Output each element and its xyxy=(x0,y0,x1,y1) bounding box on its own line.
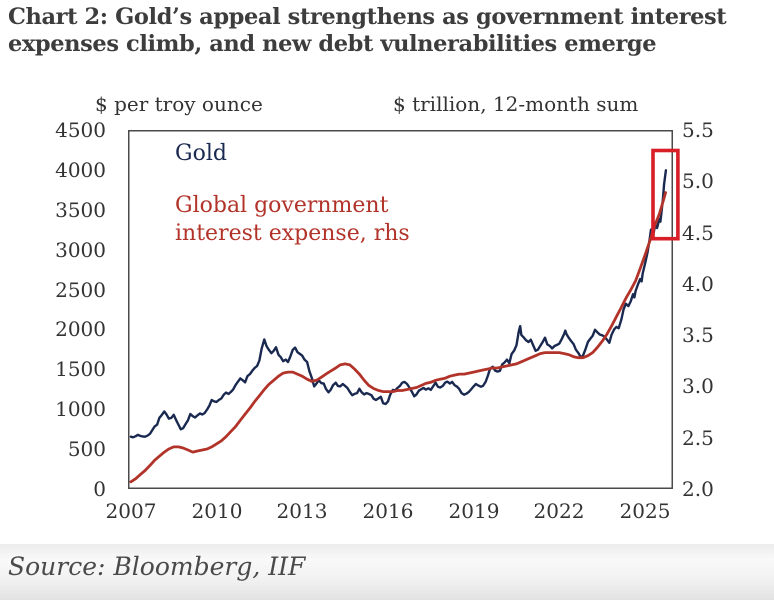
legend-expense-line2: interest expense, rhs xyxy=(175,221,410,246)
line-chart-plot xyxy=(128,130,680,489)
left-axis-title: $ per troy ounce xyxy=(95,92,263,116)
left-axis-tick: 1000 xyxy=(55,397,106,421)
source-text: Source: Bloomberg, IIF xyxy=(8,552,306,581)
legend-expense-line1: Global government xyxy=(175,193,389,218)
right-axis-tick: 2.5 xyxy=(682,426,714,450)
chart-title-line2: expenses climb, and new debt vulnerabili… xyxy=(8,31,657,57)
chart-title-line1: Chart 2: Gold’s appeal strengthens as go… xyxy=(8,4,727,30)
left-axis-tick: 3000 xyxy=(55,238,106,262)
left-axis-tick: 0 xyxy=(93,477,106,501)
left-axis-tick: 2000 xyxy=(55,317,106,341)
left-axis-tick: 1500 xyxy=(55,357,106,381)
right-axis-title: $ trillion, 12-month sum xyxy=(393,92,639,116)
highlight-box xyxy=(651,148,680,241)
x-axis-tick: 2016 xyxy=(362,499,414,523)
left-axis-tick: 4500 xyxy=(55,118,106,142)
gold-price-line xyxy=(129,169,668,439)
x-axis-tick: 2019 xyxy=(448,499,500,523)
right-axis-tick: 4.0 xyxy=(682,272,714,296)
right-axis-tick: 2.0 xyxy=(682,477,714,501)
x-axis-tick: 2025 xyxy=(619,499,671,523)
chart-title: Chart 2: Gold’s appeal strengthens as go… xyxy=(8,4,727,58)
right-axis-tick: 5.0 xyxy=(682,169,714,193)
x-axis-tick: 2010 xyxy=(191,499,243,523)
plot-border xyxy=(128,130,673,489)
x-axis-tick: 2007 xyxy=(105,499,157,523)
left-axis-tick: 3500 xyxy=(55,198,106,222)
x-axis-tick: 2022 xyxy=(533,499,585,523)
right-axis-tick: 4.5 xyxy=(682,221,714,245)
x-axis-tick: 2013 xyxy=(276,499,328,523)
legend-gold-label: Gold xyxy=(175,141,227,166)
source-footer-band: Source: Bloomberg, IIF xyxy=(0,544,774,600)
interest-expense-line xyxy=(129,191,667,484)
right-axis-tick: 3.5 xyxy=(682,323,714,347)
legend-expense-label: Global government interest expense, rhs xyxy=(175,192,410,248)
right-axis-tick: 5.5 xyxy=(682,118,714,142)
left-axis-tick: 4000 xyxy=(55,158,106,182)
left-axis-tick: 2500 xyxy=(55,278,106,302)
left-axis-tick: 500 xyxy=(67,437,106,461)
right-axis-tick: 3.0 xyxy=(682,374,714,398)
